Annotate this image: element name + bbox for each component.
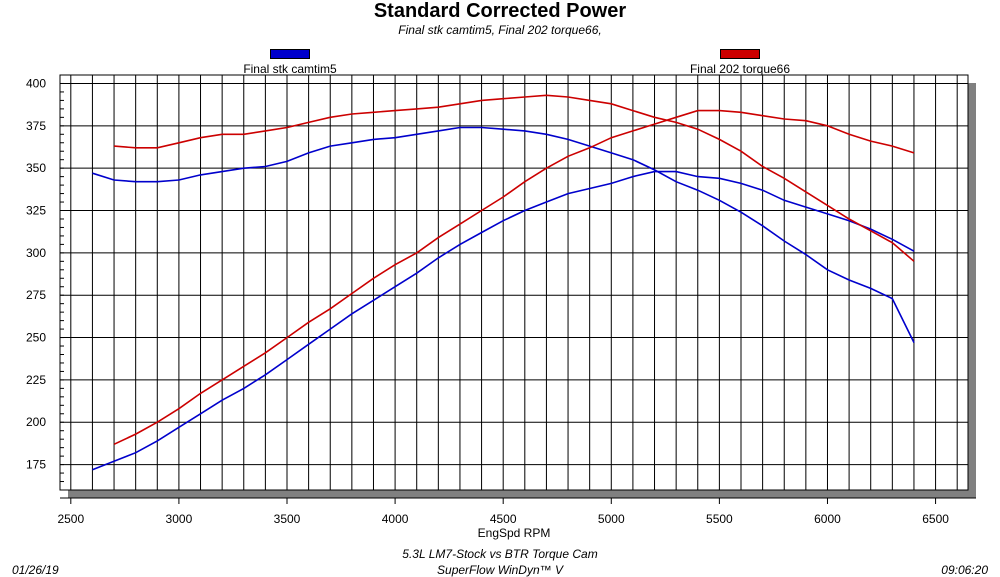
chart-title: Standard Corrected Power [373,0,627,22]
x-tick-label: 4500 [490,512,517,526]
y-tick-label: 350 [26,161,46,175]
y-tick-label: 225 [26,373,46,387]
chart-subtitle: Final stk camtim5, Final 202 torque66, [398,23,602,37]
y-tick-label: 400 [26,76,46,90]
footer-software-name: SuperFlow WinDyn™ V [437,563,563,577]
y-tick-label: 175 [26,458,46,472]
legend-swatch-blue [270,49,310,59]
footer-date: 01/26/19 [12,563,59,577]
y-tick-label: 250 [26,331,46,345]
plot-area [59,74,969,491]
y-tick-label: 325 [26,204,46,218]
x-tick-label: 5000 [598,512,625,526]
y-tick-label: 275 [26,288,46,302]
legend-entry-stk-camtim5: Final stk camtim5 [210,49,370,76]
footer-time: 09:06:20 [941,563,988,577]
legend-label-202-torque66: Final 202 torque66 [689,62,791,76]
x-tick-label: 4000 [382,512,409,526]
x-tick-label: 6000 [814,512,841,526]
legend-entry-202-torque66: Final 202 torque66 [660,49,820,76]
legend-label-stk-camtim5: Final stk camtim5 [243,62,337,76]
series-0-line-1 [92,170,915,471]
x-tick-label: 3500 [274,512,301,526]
y-tick-label: 200 [26,415,46,429]
x-tick-label: 5500 [706,512,733,526]
legend-swatch-red [720,49,760,59]
footer-test-description: 5.3L LM7-Stock vs BTR Torque Cam [402,547,598,561]
x-axis-label: EngSpd RPM [478,526,551,540]
series-1-line-0 [113,94,915,262]
y-tick-label: 300 [26,246,46,260]
x-tick-label: 2500 [57,512,84,526]
series-1-line-1 [113,109,915,446]
x-tick-label: 3000 [166,512,193,526]
y-tick-label: 375 [26,119,46,133]
x-tick-label: 6500 [922,512,949,526]
series-0-line-0 [92,126,915,343]
